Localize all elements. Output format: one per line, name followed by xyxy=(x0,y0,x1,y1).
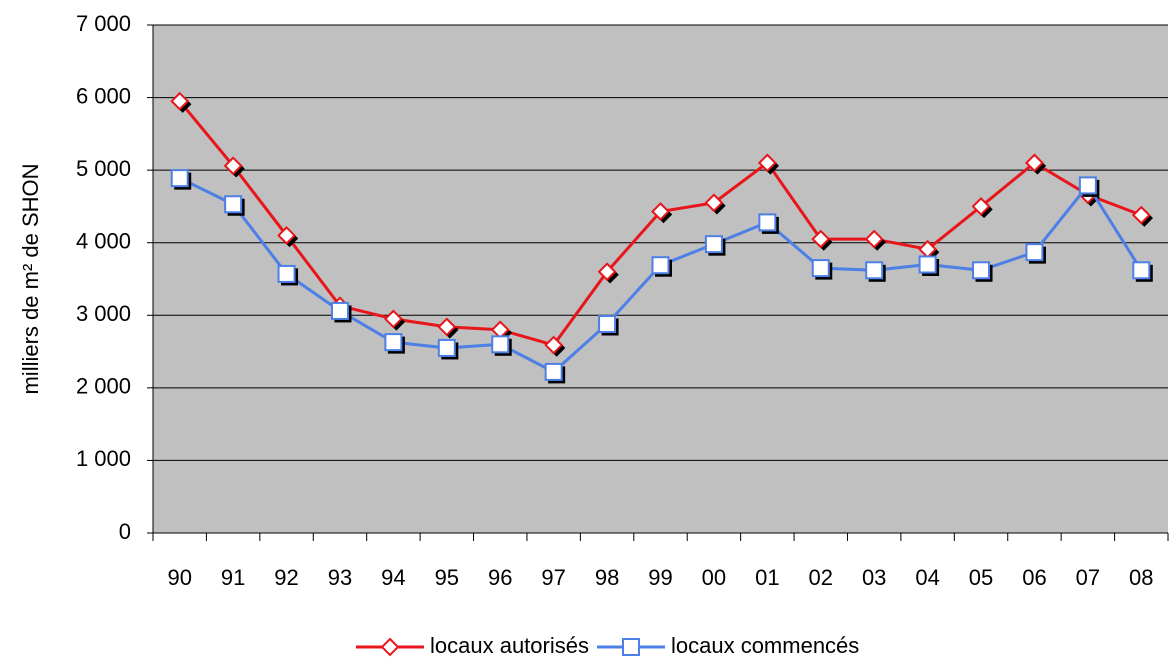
plot-area xyxy=(153,25,1168,533)
marker xyxy=(1025,153,1044,173)
x-tick-label: 91 xyxy=(221,565,245,590)
marker xyxy=(621,638,640,656)
marker xyxy=(437,338,456,357)
x-tick-label: 98 xyxy=(595,565,619,590)
y-tick-label: 5 000 xyxy=(76,156,131,181)
marker xyxy=(811,229,831,249)
legend-label: locaux autorisés xyxy=(430,633,589,658)
marker xyxy=(811,259,830,278)
y-axis-label: milliers de m² de SHON xyxy=(18,163,43,394)
x-tick-label: 92 xyxy=(274,565,298,590)
marker xyxy=(544,362,563,381)
x-tick-label: 06 xyxy=(1022,565,1046,590)
marker xyxy=(437,317,457,337)
marker xyxy=(170,91,190,111)
marker xyxy=(277,226,296,245)
marker xyxy=(598,314,617,333)
legend-label: locaux commencés xyxy=(671,633,859,658)
marker xyxy=(224,195,243,214)
y-tick-label: 1 000 xyxy=(76,446,131,471)
marker xyxy=(918,255,937,274)
marker xyxy=(864,229,884,249)
marker xyxy=(757,153,777,173)
marker xyxy=(277,264,296,283)
y-tick-label: 0 xyxy=(119,519,131,544)
marker xyxy=(758,213,777,232)
marker xyxy=(704,193,724,213)
marker xyxy=(1078,176,1097,195)
x-tick-label: 95 xyxy=(435,565,459,590)
marker xyxy=(1131,205,1151,225)
marker xyxy=(1025,243,1044,262)
marker xyxy=(597,262,617,282)
x-tick-label: 05 xyxy=(969,565,993,590)
x-tick-label: 93 xyxy=(328,565,352,590)
x-tick-label: 04 xyxy=(915,565,939,590)
x-tick-label: 97 xyxy=(541,565,565,590)
x-tick-label: 02 xyxy=(809,565,833,590)
y-tick-label: 4 000 xyxy=(76,229,131,254)
x-tick-label: 01 xyxy=(755,565,779,590)
x-tick-label: 08 xyxy=(1129,565,1153,590)
marker xyxy=(223,156,243,176)
marker xyxy=(380,637,400,657)
y-tick-label: 3 000 xyxy=(76,301,131,326)
x-tick-label: 99 xyxy=(648,565,672,590)
marker xyxy=(544,335,564,355)
y-tick-label: 2 000 xyxy=(76,374,131,399)
marker xyxy=(971,197,991,216)
x-tick-label: 03 xyxy=(862,565,886,590)
y-tick-label: 6 000 xyxy=(76,83,131,108)
x-tick-label: 94 xyxy=(381,565,405,590)
x-tick-label: 07 xyxy=(1076,565,1100,590)
marker xyxy=(491,335,510,354)
y-tick-label: 7 000 xyxy=(76,11,131,36)
marker xyxy=(330,301,349,320)
marker xyxy=(972,261,991,280)
marker xyxy=(1132,261,1151,280)
marker xyxy=(865,261,884,280)
marker xyxy=(384,333,403,352)
x-tick-label: 96 xyxy=(488,565,512,590)
marker xyxy=(651,256,670,275)
marker xyxy=(704,235,723,254)
marker xyxy=(651,202,670,221)
marker xyxy=(170,169,189,188)
x-tick-label: 00 xyxy=(702,565,726,590)
x-tick-label: 90 xyxy=(167,565,191,590)
marker xyxy=(383,309,403,329)
